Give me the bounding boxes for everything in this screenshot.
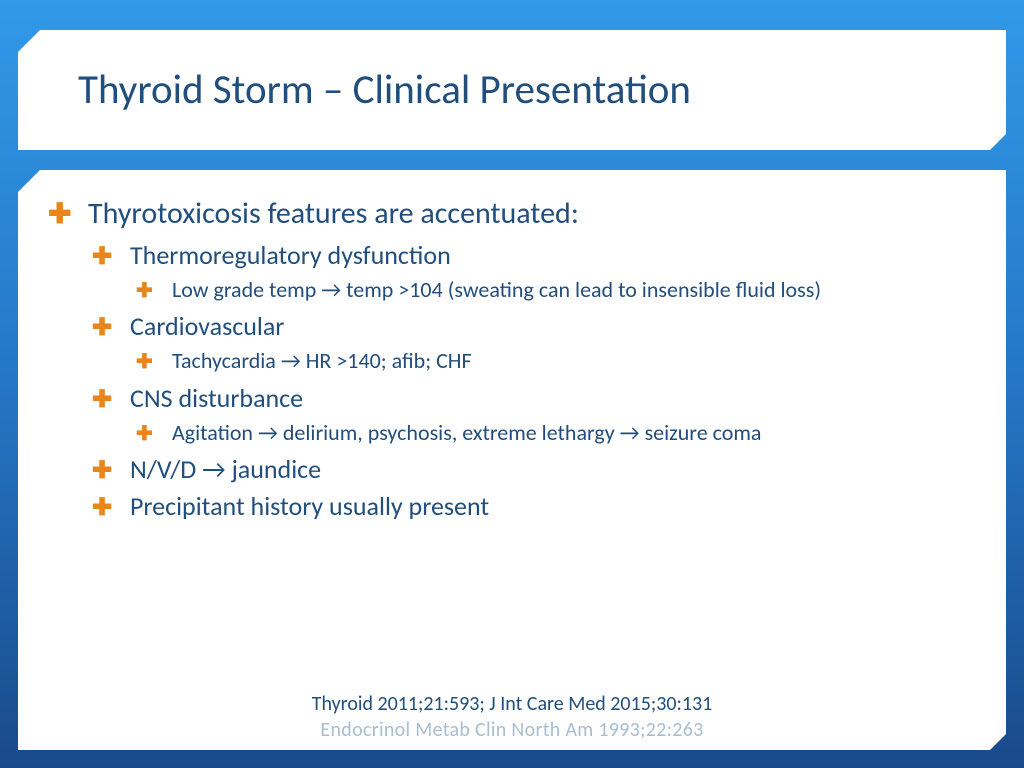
citation-block: Thyroid 2011;21:593; J Int Care Med 2015… [18,692,1006,742]
citation-primary: Thyroid 2011;21:593; J Int Care Med 2015… [18,692,1006,716]
item-thermo-sub: ✚Low grade temp → temp >104 (sweating ca… [162,276,946,305]
item-thermo: ✚Thermoregulatory dysfunction [120,239,946,272]
item-cns-sub: ✚Agitation → delirium, psychosis, extrem… [162,419,946,448]
title-banner: Thyroid Storm – Clinical Presentation [18,30,1006,150]
content-heading: ✚Thyrotoxicosis features are accentuated… [78,195,946,233]
item-cns: ✚CNS disturbance [120,382,946,415]
item-precipitant: ✚Precipitant history usually present [120,490,946,523]
item-nvd: ✚N/V/D → jaundice [120,453,946,486]
item-cardio: ✚Cardiovascular [120,310,946,343]
item-cardio-sub: ✚Tachycardia → HR >140; afib; CHF [162,347,946,376]
slide-title: Thyroid Storm – Clinical Presentation [78,65,691,115]
content-panel: ✚Thyrotoxicosis features are accentuated… [18,170,1006,750]
citation-secondary: Endocrinol Metab Clin North Am 1993;22:2… [18,718,1006,742]
